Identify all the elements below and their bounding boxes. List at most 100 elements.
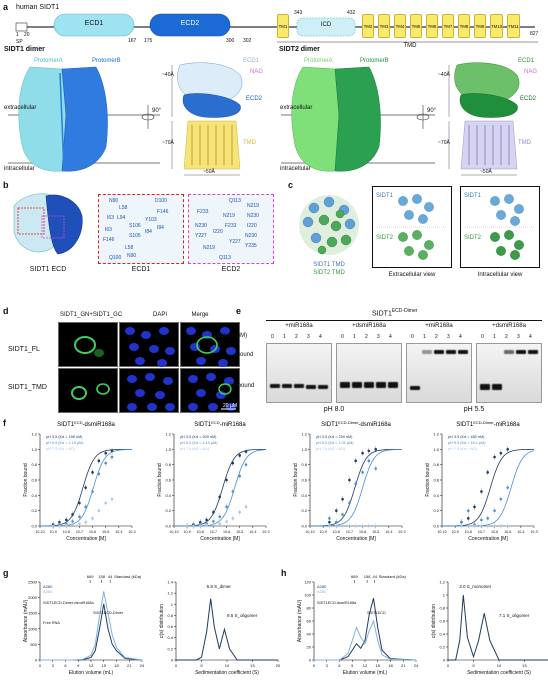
- ecd2-zoom-box: Q113 N219 F233 N230 N219 N230 Y227 F233 …: [188, 194, 274, 264]
- y-tick-label: 1: [171, 602, 174, 607]
- standard-title: Standard (kDa): [379, 574, 407, 579]
- tm6-box: TM6: [426, 14, 438, 38]
- y-tick-label: 1.4: [167, 580, 173, 585]
- ecd1-res: I63: [105, 227, 112, 233]
- micro-fl-dapi: [119, 322, 179, 367]
- sidt2-dimer-structure: [281, 62, 520, 176]
- y-tick-label: 0.4: [301, 493, 307, 498]
- y-tick-label: 0: [35, 658, 38, 663]
- lane: 2: [365, 334, 368, 340]
- x-tick-label: 10-9: [50, 530, 57, 534]
- emsa-title: SIDT1ECD-Dimer: [372, 308, 417, 317]
- y-axis-label: Fraction bound: [425, 463, 431, 497]
- y-tick-label: 0.2: [167, 646, 173, 651]
- x-tick-label: 10-10: [437, 530, 446, 534]
- fit-curve: [40, 449, 133, 527]
- x-tick-label: 10-5: [236, 530, 243, 534]
- lane: 0: [271, 334, 274, 340]
- series-line: [40, 591, 143, 661]
- ecd1-res: F146: [157, 209, 169, 215]
- emsa-title-text: SIDT1: [372, 310, 392, 318]
- ecd2-res: F233: [197, 209, 209, 215]
- tm4-box: TM4: [394, 14, 406, 38]
- x-tick-label: 10-7: [346, 530, 353, 534]
- panel-label-h: h: [281, 568, 287, 578]
- x-tick-label: 10-8: [465, 530, 472, 534]
- lane: 4: [529, 334, 532, 340]
- x-tick-label: 10-7: [478, 530, 485, 534]
- annotation: SIDT1ECD-Dimer: [93, 611, 124, 615]
- x-tick-label: 3: [52, 663, 55, 668]
- y-axis-label: c(s) distribution: [431, 604, 437, 638]
- y-tick-label: 500: [30, 642, 37, 647]
- y-tick-label: 1.0: [301, 447, 307, 452]
- x-tick-label: 18: [388, 663, 393, 668]
- y-axis-label: Fraction bound: [157, 463, 163, 497]
- y-tick-label: 0.4: [433, 493, 439, 498]
- sidt1-dimer-title: SIDT1 dimer: [4, 46, 45, 53]
- emsa-unbound-label: Unbound: [230, 383, 255, 389]
- y-tick-label: 1.0: [433, 447, 439, 452]
- x-tick-label: 10-6: [223, 530, 230, 534]
- y-tick-label: 0: [171, 658, 174, 663]
- x-tick-label: 10-5: [372, 530, 379, 534]
- x-tick-label: 9: [77, 663, 80, 668]
- y-axis-label: Absorbance (mAU): [297, 599, 303, 642]
- standard-label: 44: [108, 574, 113, 579]
- y-tick-label: 0.8: [167, 613, 173, 618]
- panel-label-e: e: [236, 306, 242, 316]
- standard-label: 158: [98, 574, 105, 579]
- y-tick-label: 1000: [28, 626, 38, 631]
- fit-curve: [174, 448, 267, 527]
- y-axis-label: Fraction bound: [23, 463, 29, 497]
- legend-entry: A260: [43, 589, 53, 594]
- y-tick-label: 0.0: [301, 524, 307, 529]
- extracellular-view-caption: Extracellular view: [388, 272, 436, 278]
- sec-chart-h: 0 20 40 60 80 100 120 0 3 6 9 12 15 18 21 24 Elution vol…: [297, 574, 419, 676]
- ecd2-res: Y227: [195, 233, 207, 239]
- tm2-box: TM2: [362, 14, 374, 38]
- sp-label: SP: [16, 39, 23, 45]
- legend-entry: pH 3.5 (Kd = 509 nM): [180, 435, 217, 439]
- res-827: 827: [530, 31, 539, 37]
- y-tick-label: 0.8: [165, 462, 171, 467]
- x-tick-label: 3: [326, 663, 329, 668]
- signal-peptide: [15, 22, 28, 32]
- chart-title: SIDT1ECD-dsmiR168a: [57, 420, 115, 428]
- int-sidt2-label: SIDT2: [464, 235, 482, 241]
- fit-curve: [442, 450, 535, 527]
- sidt1-dim-70: ~70Å: [162, 140, 174, 146]
- panel-label-b: b: [3, 180, 9, 190]
- y-axis-label: Fraction bound: [293, 463, 299, 497]
- emsa-ph-55: pH 5.5: [463, 406, 485, 413]
- x-axis-label: Concentration [M]: [336, 536, 376, 542]
- legend-entry: pH 7.5 (Kd = ND): [46, 447, 76, 451]
- auc-chart-h: 00.20.40.60.811.205101520Sedimentation c…: [431, 580, 548, 676]
- fit-curve: [174, 449, 267, 527]
- lane: 1: [423, 334, 426, 340]
- y-tick-label: 1.2: [433, 432, 439, 437]
- ecd2-domain: [149, 13, 231, 37]
- x-tick-label: 15: [376, 663, 381, 668]
- emsa-title-sup: ECD-Dimer: [391, 308, 418, 314]
- series-line: [448, 594, 548, 661]
- y-tick-label: 0.0: [31, 524, 37, 529]
- panel-label-a: a: [3, 2, 9, 12]
- x-tick-label: 10-9: [184, 530, 191, 534]
- sidt2-intracellular: intracellular: [280, 166, 311, 172]
- sidt2-tmd-legend: SIDT2 TMD: [313, 270, 345, 276]
- microscopy-col-gfp: SIDT1_GN+SIDT1_GC: [60, 312, 123, 318]
- series-line: [40, 603, 143, 661]
- extracellular-view-box: SIDT1 SIDT2: [372, 186, 452, 268]
- sidt1-nag-label: NAG: [250, 69, 264, 75]
- x-tick-label: 10-9: [320, 530, 327, 534]
- lane: 0: [411, 334, 414, 340]
- x-tick-label: 10-7: [76, 530, 83, 534]
- panel-label-d: d: [3, 306, 9, 316]
- x-tick-label: 10-5: [504, 530, 511, 534]
- series-line: [314, 619, 417, 661]
- ecd1-res: F146: [103, 237, 115, 243]
- x-axis-label: Sedimentation coefficient (S): [195, 670, 259, 676]
- emsa-group-1: +miR168a: [285, 323, 313, 329]
